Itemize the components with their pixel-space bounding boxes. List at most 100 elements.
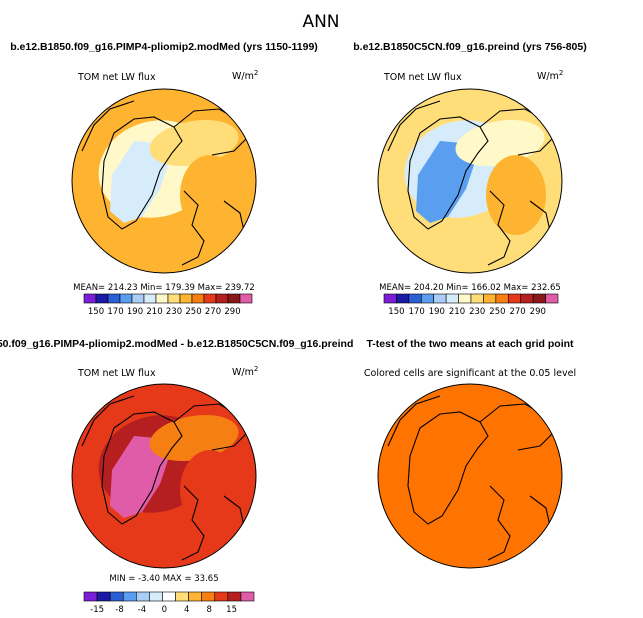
colorbar-cell (532, 293, 546, 304)
colorbar-cell (545, 293, 559, 304)
units-label: W/m2 (232, 365, 258, 378)
colorbar-tick: 210 (146, 307, 162, 317)
colorbar-cell (227, 293, 241, 304)
colorbar-cell (470, 293, 484, 304)
colorbar: 150 170 190 210 230 250 270 290 (383, 293, 559, 317)
coastline-3 (81, 100, 135, 152)
panel-preind: b.e12.B1850C5CN.f09_g16.preind (yrs 756-… (353, 41, 586, 317)
region-Greenland (110, 141, 168, 223)
colorbar-cell (179, 293, 193, 304)
colorbar-cell (227, 591, 242, 602)
colorbar-tick: -4 (138, 605, 146, 615)
stats-text: MEAN= 214.23 Min= 179.39 Max= 239.72 (73, 283, 255, 293)
colorbar-tick: 170 (107, 307, 123, 317)
panel-pliomip2: b.e12.B1850.f09_g16.PIMP4-pliomip2.modMe… (10, 41, 318, 317)
colorbar-cell (167, 293, 181, 304)
colorbar-cell (143, 293, 157, 304)
colorbar-cell (420, 293, 435, 304)
colorbar-cell (188, 591, 202, 602)
colorbar-cell (83, 293, 97, 304)
field-regions (378, 89, 562, 273)
colorbar-cell (215, 293, 229, 304)
colorbar-cell (239, 293, 253, 304)
region-Pacific (486, 155, 546, 235)
region-Greenland (416, 141, 474, 223)
stats-text: MEAN= 204.20 Min= 166.02 Max= 232.65 (379, 283, 561, 293)
variable-label: TOM net LW flux (383, 72, 462, 83)
colorbar-cell (433, 293, 447, 304)
map-border (377, 383, 563, 569)
colorbar-cell (458, 293, 472, 304)
variable-label: TOM net LW flux (77, 368, 156, 379)
panel-difference: .B1850.f09_g16.PIMP4-pliomip2.modMed - b… (0, 338, 353, 615)
colorbar-cell (201, 591, 216, 602)
colorbar-cell (122, 591, 137, 602)
coastline-2 (181, 190, 205, 266)
map-border (71, 383, 257, 569)
colorbar-cell (149, 591, 163, 602)
coastline-3 (387, 395, 441, 447)
coastline-2 (487, 190, 511, 266)
colorbar-cell (162, 591, 176, 602)
units-label: W/m2 (537, 69, 563, 82)
coastline-4 (223, 200, 245, 232)
colorbar-tick: 270 (205, 307, 221, 317)
coastline-4 (529, 495, 551, 527)
colorbar-cell (445, 293, 459, 304)
colorbar-cell (203, 293, 217, 304)
colorbar-cell (136, 591, 150, 602)
colorbar-tick: 8 (206, 605, 211, 615)
colorbar-cell (214, 591, 229, 602)
units-label: W/m2 (232, 69, 258, 82)
colorbar-tick: 230 (469, 307, 485, 317)
coastline-3 (81, 395, 135, 447)
field-regions (72, 89, 256, 273)
significant-cells (378, 384, 562, 568)
map-border (377, 88, 563, 274)
colorbar-cell (191, 293, 205, 304)
coastline-3 (387, 100, 441, 152)
colorbar: 150 170 190 210 230 250 270 290 (83, 293, 253, 317)
polar-map (377, 88, 563, 274)
colorbar-cell (483, 293, 497, 304)
panel-ttest: T-test of the two means at each grid poi… (364, 338, 576, 569)
coastline-2 (487, 485, 511, 561)
colorbar-cell (240, 591, 255, 602)
colorbar-tick: 190 (429, 307, 445, 317)
stats-text: MIN = -3.40 MAX = 33.65 (109, 574, 218, 584)
panel-title: b.e12.B1850.f09_g16.PIMP4-pliomip2.modMe… (10, 41, 318, 53)
coastline-0 (407, 116, 489, 230)
panel-title: .B1850.f09_g16.PIMP4-pliomip2.modMed - b… (0, 338, 353, 350)
colorbar-cell (119, 293, 133, 304)
colorbar-cell (520, 293, 534, 304)
coastline-0 (101, 411, 183, 525)
colorbar-cell (408, 293, 422, 304)
colorbar-tick: 150 (388, 307, 404, 317)
colorbar-cell (96, 591, 111, 602)
panel-title: T-test of the two means at each grid poi… (366, 338, 574, 350)
region-Pacific (180, 155, 240, 235)
variable-label: TOM net LW flux (77, 72, 156, 83)
colorbar: -15 -8 -4 0 4 8 15 (83, 591, 255, 615)
colorbar-tick: -8 (115, 605, 123, 615)
coastline-4 (223, 495, 245, 527)
colorbar-tick: 250 (185, 307, 201, 317)
coastline-4 (529, 200, 551, 232)
coastline-0 (101, 116, 183, 230)
colorbar-tick: 190 (127, 307, 143, 317)
figure-title: ANN (302, 12, 339, 32)
colorbar-cell (495, 293, 509, 304)
map-border (71, 88, 257, 274)
colorbar-tick: 230 (166, 307, 182, 317)
polar-map (71, 88, 257, 274)
annotation-text: Colored cells are significant at the 0.0… (364, 368, 576, 379)
colorbar-cell (155, 293, 169, 304)
colorbar-tick: 150 (88, 307, 104, 317)
colorbar-cell (175, 591, 189, 602)
colorbar-cell (95, 293, 109, 304)
colorbar-tick: 0 (162, 605, 167, 615)
colorbar-tick: 290 (224, 307, 240, 317)
colorbar-cell (83, 591, 98, 602)
colorbar-cell (131, 293, 145, 304)
